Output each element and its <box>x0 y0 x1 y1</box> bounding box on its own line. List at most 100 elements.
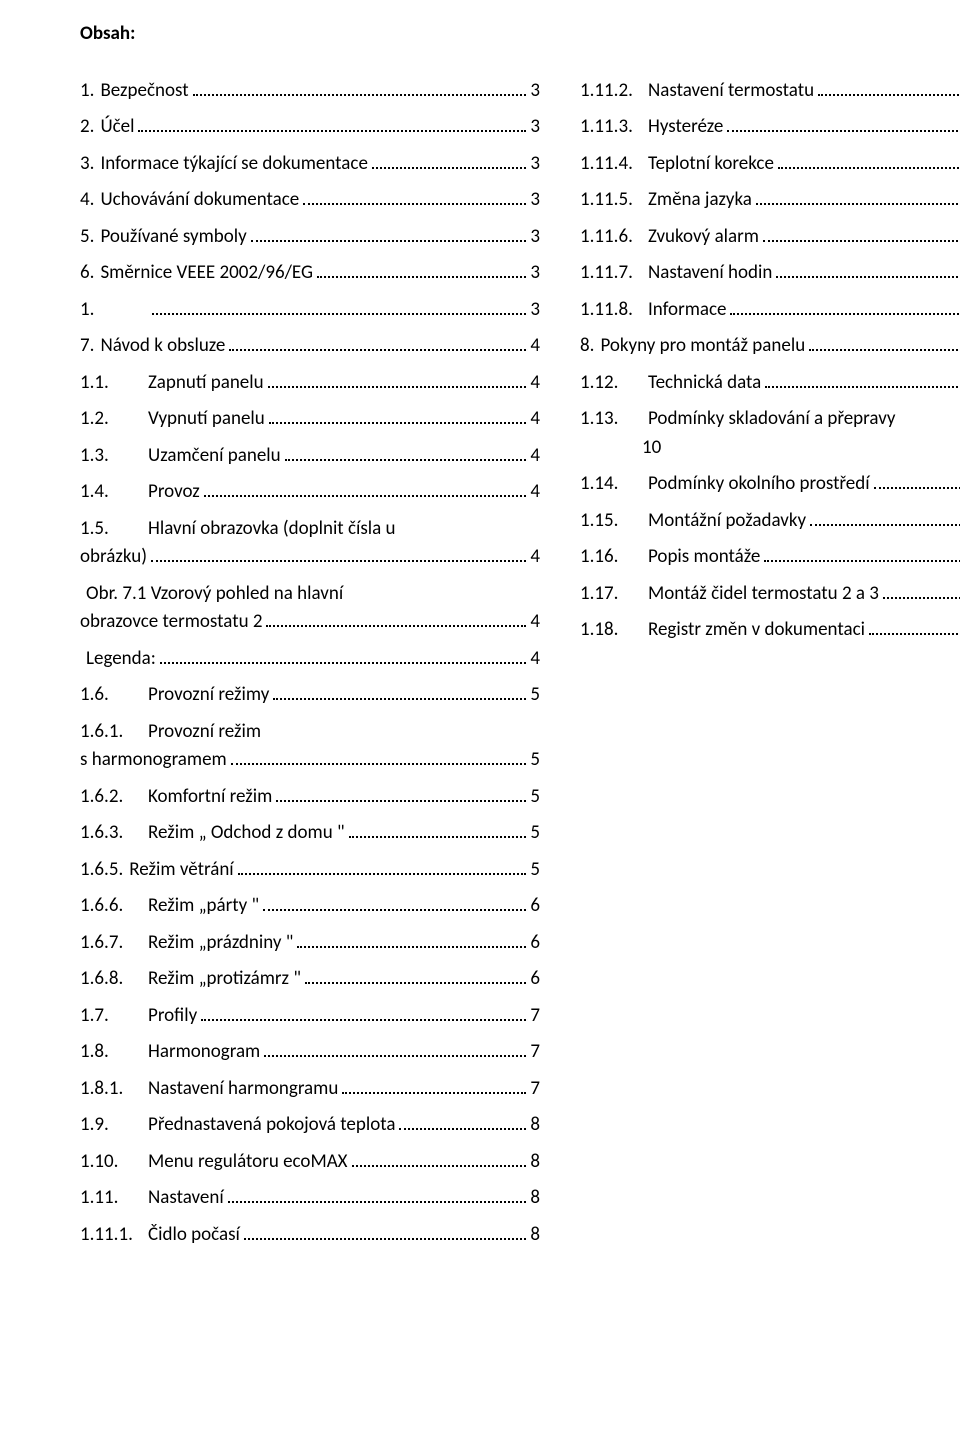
toc-leader <box>778 150 960 168</box>
toc-leader <box>372 150 526 168</box>
toc-entry-label: Nastavení hodin <box>648 259 772 288</box>
toc-entry-label: Informace <box>648 296 726 325</box>
toc-entry-number: 1. <box>80 77 94 106</box>
toc-entry-label: Návod k obsluze <box>100 332 225 361</box>
toc-leader <box>764 544 960 562</box>
toc-leader <box>883 580 960 598</box>
toc-entry: 1.8.1.Nastavení harmongramu7 <box>80 1075 540 1104</box>
toc-entry-number: 1.16. <box>580 543 642 572</box>
toc-entry-label: Uzamčení panelu <box>148 442 281 471</box>
toc-entry-label: Čidlo počasí <box>148 1221 240 1250</box>
toc-entry: 1.8.Harmonogram7 <box>80 1038 540 1067</box>
toc-entry: 1.3 <box>80 296 540 325</box>
toc-entry-label: Uchovávání dokumentace <box>100 186 299 215</box>
toc-entry-label: Režim „ Odchod z domu " <box>148 819 345 848</box>
toc-leader <box>352 1148 527 1166</box>
toc-leader <box>756 187 960 205</box>
toc-entry-page: 5 <box>530 819 540 848</box>
toc-entry-number: 1.6.5. <box>80 856 123 885</box>
toc-entry-label: s harmonogramem <box>80 746 227 775</box>
toc-leader <box>229 333 526 351</box>
toc-entry-number: 1.5. <box>80 515 142 544</box>
toc-entry: 1.7.Profily7 <box>80 1002 540 1031</box>
toc-entry: 1.6.6.Režim „párty "6 <box>80 892 540 921</box>
toc-entry-page: 4 <box>530 369 540 398</box>
toc-entry-page: 3 <box>530 259 540 288</box>
toc-entry-page: 3 <box>530 77 540 106</box>
toc-entry-number: 1.6.2. <box>80 783 142 812</box>
toc-leader <box>204 479 527 497</box>
toc-entry-label: Hysteréze <box>648 113 723 142</box>
toc-entry-page: 4 <box>530 543 540 572</box>
toc-leader <box>151 544 526 562</box>
toc-column-left: 1.Bezpečnost32.Účel33.Informace týkající… <box>80 77 540 1258</box>
toc-entry-label: Režim „protizámrz " <box>148 965 301 994</box>
toc-entry: 1.17.Montáž čidel termostatu 2 a 312 <box>580 580 960 609</box>
toc-entry-label: Podmínky okolního prostředí <box>648 470 870 499</box>
toc-entry-number: 1.11. <box>80 1184 142 1213</box>
toc-entry-page: 4 <box>530 645 540 674</box>
toc-entry-page: 4 <box>530 608 540 637</box>
toc-entry-page: 8 <box>530 1184 540 1213</box>
toc-leader <box>276 783 526 801</box>
toc-entry: 1.11.2.Nastavení termostatu8 <box>580 77 960 106</box>
toc-entry-number: 1.11.6. <box>580 223 642 252</box>
toc-entry-label: Režim „prázdniny " <box>148 929 293 958</box>
toc-entry: 1.4.Provoz4 <box>80 478 540 507</box>
toc-leader <box>152 296 526 314</box>
toc-entry-page: 8 <box>530 1111 540 1140</box>
toc-entry-label: 10 <box>642 434 661 463</box>
toc-entry-label: Montáž čidel termostatu 2 a 3 <box>648 580 879 609</box>
toc-entry-page: 3 <box>530 150 540 179</box>
toc-entry-number: 3. <box>80 150 94 179</box>
toc-entry-number: 1.6.8. <box>80 965 142 994</box>
toc-leader <box>818 77 960 95</box>
toc-leader <box>138 114 526 132</box>
toc-leader <box>266 609 526 627</box>
toc-entry: 1.5.Hlavní obrazovka (doplnit čísla uobr… <box>80 515 540 572</box>
toc-entry-page: 5 <box>530 783 540 812</box>
toc-leader <box>810 507 960 525</box>
toc-entry-number: 1.17. <box>580 580 642 609</box>
toc-entry-page: 4 <box>530 478 540 507</box>
toc-entry-page: 3 <box>530 296 540 325</box>
toc-entry: 1.13.Podmínky skladování a přepravy10 <box>580 405 960 462</box>
toc-entry-number: 1.4. <box>80 478 142 507</box>
toc-leader <box>297 929 526 947</box>
toc-entry-number: 1.12. <box>580 369 642 398</box>
toc-entry-label: Zvukový alarm <box>648 223 759 252</box>
toc-entry-label: Provozní režim <box>148 718 540 747</box>
toc-entry-number: 8. <box>580 332 594 361</box>
toc-entry: 1.15.Montážní požadavky10 <box>580 507 960 536</box>
toc-leader <box>160 645 527 663</box>
toc-entry-number: 1.11.3. <box>580 113 642 142</box>
toc-leader <box>263 893 526 911</box>
toc-entry-number: 1.2. <box>80 405 142 434</box>
toc-entry-number: 1. <box>80 296 142 325</box>
toc-entry-label: Nastavení <box>148 1184 224 1213</box>
toc-entry-page: 4 <box>530 405 540 434</box>
toc-entry: 1.3.Uzamčení panelu4 <box>80 442 540 471</box>
toc-entry-page: 5 <box>530 746 540 775</box>
toc-leader <box>264 1039 526 1057</box>
toc-entry-number: 1.18. <box>580 616 642 645</box>
toc-entry-label: Nastavení termostatu <box>648 77 814 106</box>
toc-entry-label: Nastavení harmongramu <box>148 1075 338 1104</box>
toc-leader <box>765 369 960 387</box>
toc-entry-page: 3 <box>530 113 540 142</box>
toc-leader <box>268 369 527 387</box>
toc-entry: 1.1.Zapnutí panelu4 <box>80 369 540 398</box>
toc-entry: 1.11.1.Čidlo počasí8 <box>80 1221 540 1250</box>
toc-entry-label: Harmonogram <box>148 1038 260 1067</box>
toc-entry-number: 6. <box>80 259 94 288</box>
toc-entry-number: 1.10. <box>80 1148 142 1177</box>
toc-entry: 1.12.Technická data9 <box>580 369 960 398</box>
toc-entry: 1.10.Menu regulátoru ecoMAX8 <box>80 1148 540 1177</box>
toc-entry-number: 4. <box>80 186 94 215</box>
toc-entry-number: 1.11.1. <box>80 1221 142 1250</box>
toc-entry: 4.Uchovávání dokumentace3 <box>80 186 540 215</box>
toc-entry-label: obrázku) <box>80 543 147 572</box>
toc-entry-page: 7 <box>530 1002 540 1031</box>
toc-entry: 1.11.3.Hysteréze8 <box>580 113 960 142</box>
toc-entry: Legenda:4 <box>80 645 540 674</box>
